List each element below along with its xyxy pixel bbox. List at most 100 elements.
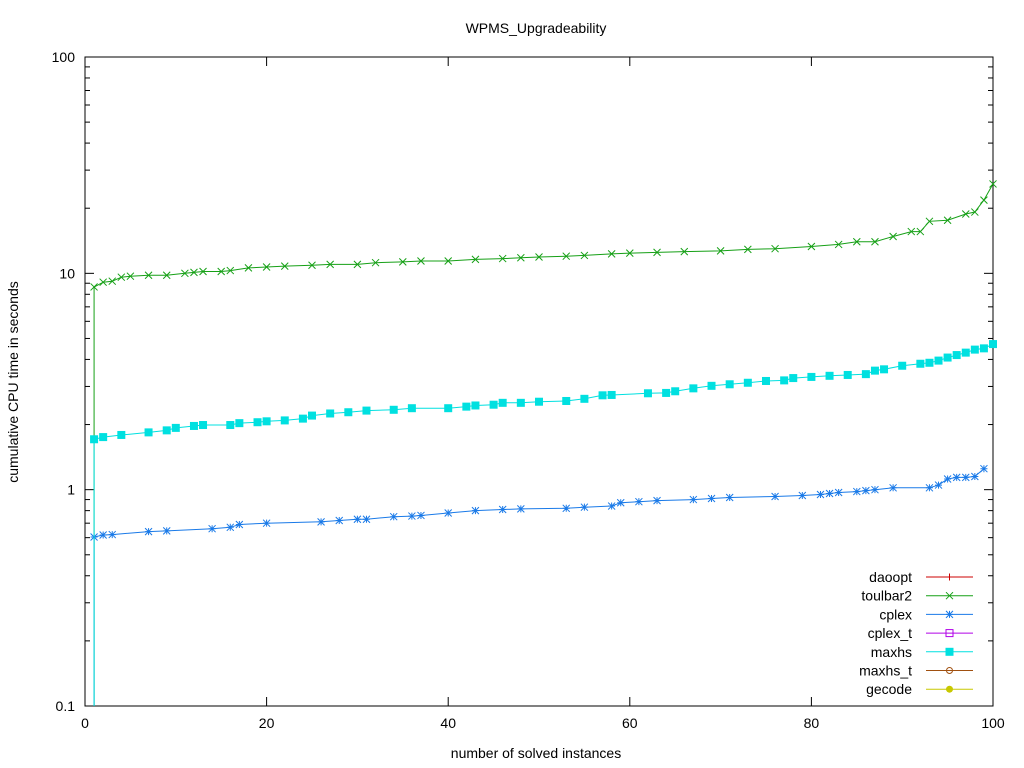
data-point [689,495,698,504]
legend-label: cplex_t [868,625,912,641]
data-point [607,390,616,399]
data-point [398,257,407,266]
data-point [99,531,108,539]
chart-title: WPMS_Upgradeability [466,20,607,36]
y-tick-label: 1 [67,482,75,498]
data-point [580,394,589,403]
data-point [280,262,289,270]
x-axis-label: number of solved instances [451,745,621,761]
data-point [616,498,625,507]
data-point [226,421,235,430]
series-line [93,468,985,538]
data-point [789,374,798,383]
data-point [326,409,335,418]
data-point [498,254,507,263]
data-point [725,493,734,502]
data-point [199,421,208,430]
data-point [598,391,607,400]
data-point [916,359,925,368]
x-tick-label: 60 [622,715,638,731]
data-point [90,283,98,291]
data-point [580,503,589,512]
legend-marker [945,591,954,600]
data-point [362,406,371,415]
data-point [535,253,543,261]
data-point [117,273,126,282]
data-point [980,464,988,473]
data-point [952,473,961,482]
legend-marker [945,610,954,619]
data-point [925,358,934,367]
data-point [353,260,362,269]
data-point [262,417,271,426]
data-point [371,258,380,267]
data-point [662,388,671,397]
data-point [843,370,852,379]
data-point [762,376,770,385]
data-point [870,366,879,375]
data-point [635,497,643,506]
data-point [344,408,353,417]
x-tick-label: 80 [804,715,820,731]
plot-border [84,56,994,707]
data-point [961,210,970,218]
data-point [943,475,952,483]
data-point [916,227,925,236]
data-point [262,263,271,271]
data-point [961,348,970,357]
data-point [934,481,943,489]
data-point [689,384,698,393]
data-point [226,523,235,532]
data-point [535,397,543,406]
data-point [117,430,126,439]
legend-label: gecode [866,681,912,697]
data-point [607,502,616,510]
data-point [979,344,988,353]
data-point [807,242,816,251]
data-point [780,376,789,385]
data-point [389,405,398,414]
data-point [235,520,244,529]
legend-label: maxhs_t [859,663,912,679]
data-point [871,485,879,494]
data-point [862,486,870,495]
plot-area [90,180,997,706]
data-point [771,244,779,253]
data-point [462,402,471,411]
x-tick-label: 40 [440,715,456,731]
data-point [562,252,571,261]
data-point [889,232,897,241]
data-point [489,400,498,409]
data-point [362,515,371,524]
data-point [471,506,480,515]
data-point [244,264,253,272]
legend-marker [945,629,954,638]
data-point [444,257,453,265]
data-point [653,496,661,505]
data-point [108,277,117,286]
data-point [871,237,879,246]
data-point [825,489,834,498]
y-axis-label: cumulative CPU time in seconds [5,281,21,483]
data-point [199,267,207,276]
data-point [162,426,171,435]
data-point [725,380,734,389]
data-point [417,511,425,520]
data-point [298,414,307,423]
data-point [516,505,525,513]
data-point [980,196,988,204]
data-point [444,509,453,517]
series-line [93,183,994,288]
data-point [144,428,153,437]
data-point [825,371,834,380]
y-tick-label: 100 [52,49,76,65]
data-point [834,240,843,249]
data-point [707,381,716,390]
data-point [643,389,652,398]
data-point [190,268,198,277]
data-point [961,473,970,482]
data-point [925,217,934,226]
data-point [162,527,171,535]
data-point [516,398,525,407]
